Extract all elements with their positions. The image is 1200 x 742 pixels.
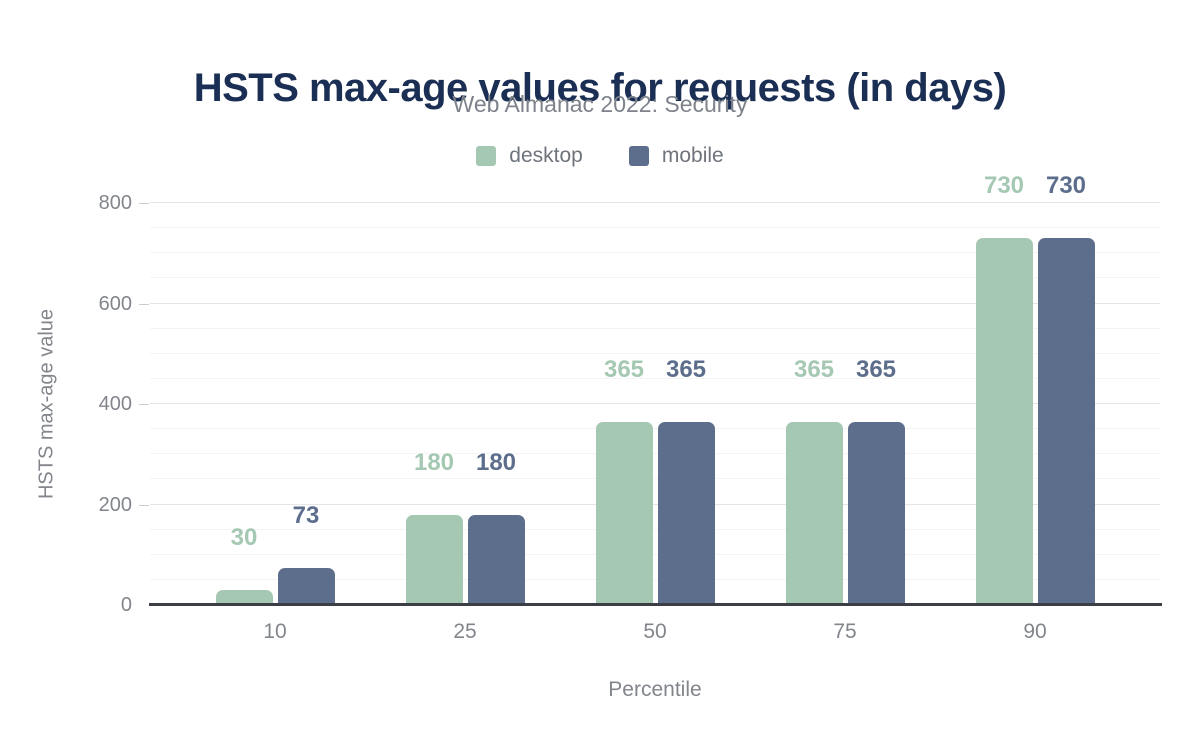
x-tick-label: 90 [1023,620,1047,643]
bar-group-p25: 180 180 [405,203,525,605]
bar-desktop-p90[interactable] [975,238,1033,605]
y-tick-label: 800 [98,192,132,214]
plot-area: 30 73 180 180 365 365 365 365 730 730 [149,172,1162,606]
bar-desktop-p75[interactable] [785,421,843,605]
bar-desktop-p10[interactable] [215,589,273,605]
bar-mobile-p25[interactable] [467,514,525,605]
gridline-minor [150,352,1160,354]
gridline-minor [150,528,1160,530]
bar-mobile-p75[interactable] [847,421,905,605]
bar-col-desktop-p50: 365 [595,203,653,605]
gridline-minor [150,578,1160,580]
gridline-minor [150,428,1160,430]
x-tick-label: 10 [263,620,287,643]
bar-col-mobile-p10: 73 [277,203,335,605]
y-tick-label: 0 [120,594,132,616]
bar-value-label: 73 [292,502,320,530]
y-tick-mark [139,303,149,305]
bars-row: 30 73 180 180 365 365 365 365 730 730 [150,172,1160,605]
x-tick-label: 75 [833,620,857,643]
x-tick-label: 50 [643,620,667,643]
bar-value-label: 730 [983,172,1025,200]
gridline-minor [150,553,1160,555]
gridline-minor [150,227,1160,229]
bar-value-label: 180 [475,448,517,476]
bar-group-p50: 365 365 [595,203,715,605]
legend: desktop mobile [0,144,1200,168]
legend-swatch-mobile [628,146,649,166]
y-tick-label: 600 [98,292,132,315]
bar-col-desktop-p25: 180 [405,203,463,605]
bar-group-p75: 365 365 [785,203,905,605]
legend-label-mobile: mobile [661,144,724,167]
bar-desktop-p50[interactable] [595,421,653,605]
gridline-minor [150,478,1160,480]
gridline-minor [150,453,1160,455]
bar-value-label: 730 [1045,172,1087,200]
bar-value-label: 365 [855,355,897,383]
bar-col-mobile-p90: 730 [1037,172,1095,605]
bar-value-label: 365 [793,355,835,383]
x-tick-label: 25 [453,620,477,643]
bar-value-label: 30 [230,523,258,551]
y-tick-mark [139,404,149,405]
bar-value-label: 180 [413,448,455,476]
legend-swatch-desktop [476,146,497,166]
bar-desktop-p25[interactable] [405,514,463,605]
bar-group-p90: 730 730 [975,172,1095,605]
bar-col-desktop-p75: 365 [785,203,843,605]
y-tick-label: 400 [98,393,132,415]
bar-col-mobile-p75: 365 [847,203,905,605]
bar-value-label: 365 [603,355,645,383]
x-axis: 10 25 50 75 90 [150,620,1160,644]
gridline-major [150,403,1160,404]
chart-subtitle: Web Almanac 2022: Security [452,91,748,117]
bar-col-mobile-p50: 365 [657,203,715,605]
x-axis-line [149,603,1162,606]
bar-col-desktop-p10: 30 [215,203,273,605]
gridline-major [150,202,1160,203]
bar-col-mobile-p25: 180 [467,203,525,605]
legend-item-mobile[interactable]: mobile [628,144,724,168]
bar-mobile-p50[interactable] [657,421,715,605]
x-axis-title: Percentile [608,678,702,701]
y-tick-mark [139,203,149,204]
y-tick-mark [139,504,149,506]
gridline-major [150,503,1160,505]
gridline-minor [150,377,1160,379]
gridline-minor [150,252,1160,254]
bar-col-desktop-p90: 730 [975,172,1033,605]
bar-mobile-p10[interactable] [277,568,335,605]
bar-group-p10: 30 73 [215,203,335,605]
y-tick-label: 200 [98,493,132,516]
gridline-minor [150,327,1160,329]
legend-label-desktop: desktop [509,144,583,167]
chart-title: HSTS max-age values for requests (in day… [193,65,1007,110]
bar-mobile-p90[interactable] [1037,238,1095,605]
gridline-major [150,302,1160,304]
legend-item-desktop[interactable]: desktop [476,144,583,168]
y-axis-title: HSTS max-age value [35,308,58,500]
gridline-minor [150,277,1160,279]
bar-value-label: 365 [665,355,707,383]
